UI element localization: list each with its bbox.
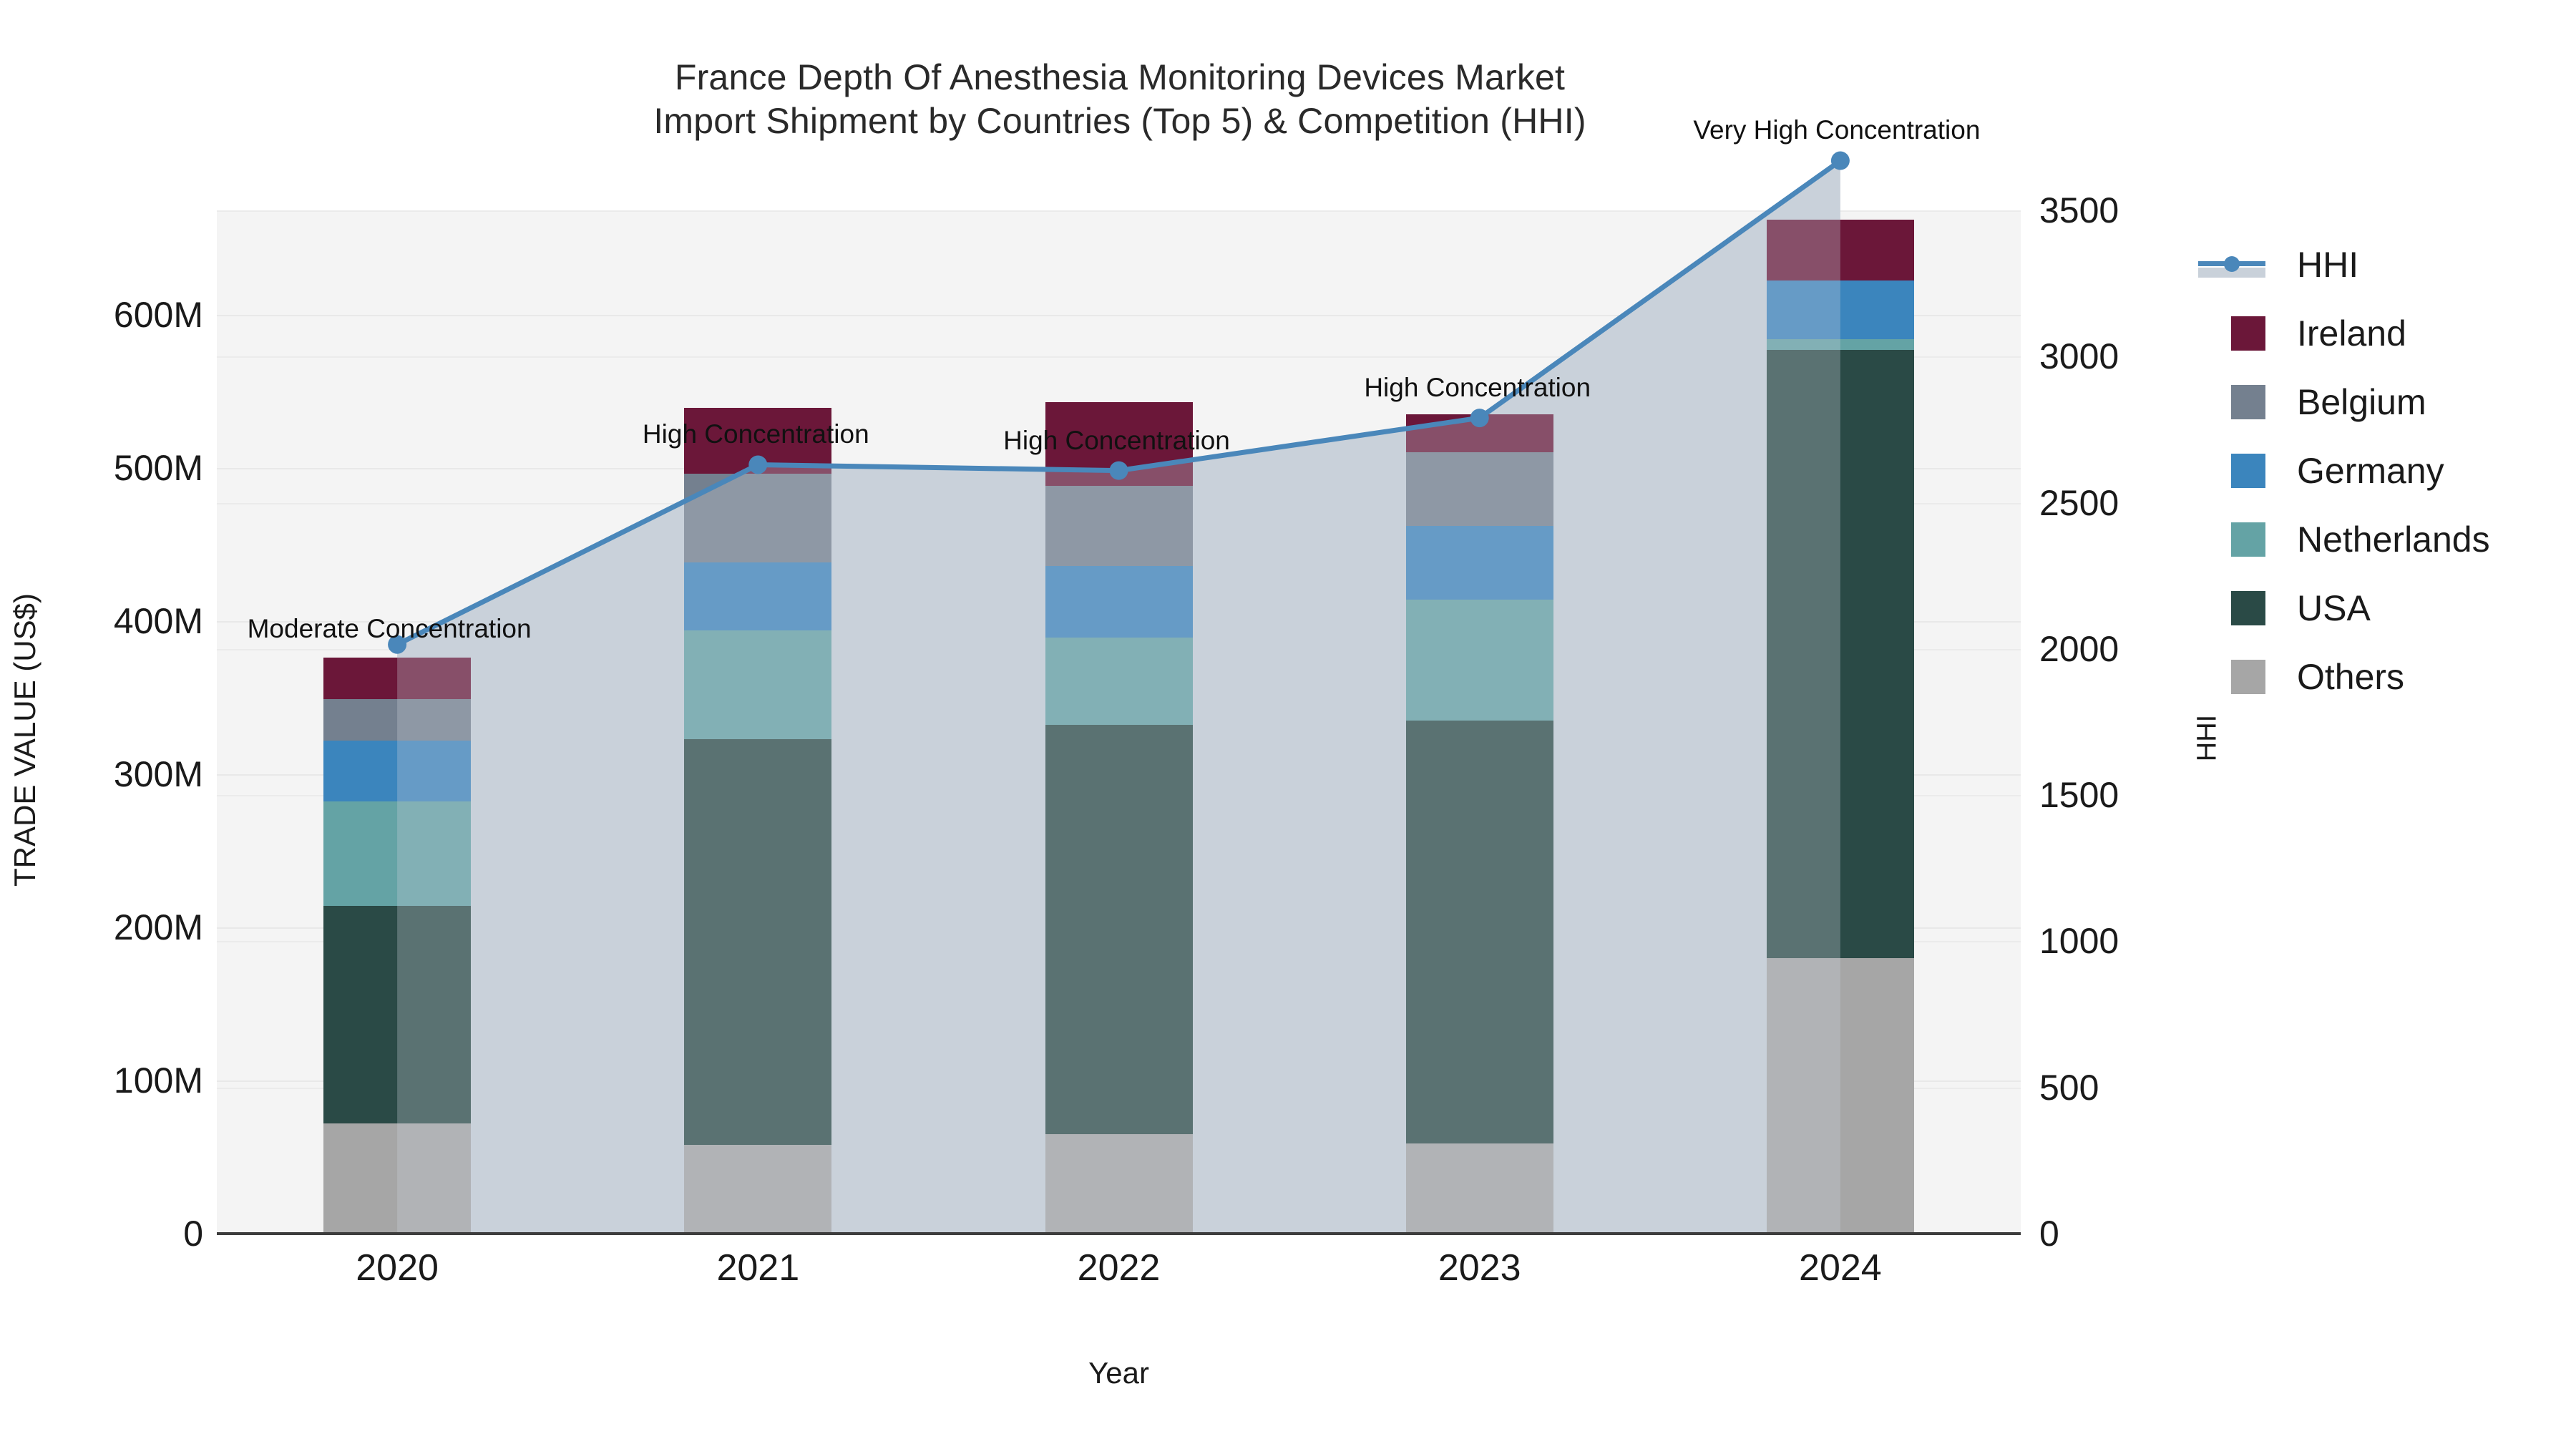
hhi-marker-2022[interactable] (1109, 461, 1128, 480)
gridline-right-3000 (217, 356, 2021, 358)
legend-label-ireland: Ireland (2297, 313, 2406, 353)
bar-segment-germany-2021[interactable] (684, 562, 832, 630)
hhi-area-overlay (397, 160, 1840, 1234)
x-axis-tick-label-2024: 2024 (1799, 1247, 1882, 1289)
hhi-marker-2021[interactable] (748, 455, 768, 474)
bar-segment-netherlands-2020[interactable] (323, 801, 472, 906)
bar-segment-netherlands-2024[interactable] (1766, 338, 1914, 350)
legend-label-usa: USA (2297, 588, 2371, 628)
bar-segment-netherlands-2023[interactable] (1405, 599, 1553, 721)
bar-stack-2020[interactable] (323, 210, 472, 1234)
bar-segment-germany-2022[interactable] (1045, 565, 1193, 638)
legend-swatch-others (2231, 660, 2265, 694)
bar-segment-usa-2020[interactable] (323, 905, 472, 1123)
legend-item-belgium[interactable]: Belgium (2215, 368, 2572, 436)
y-axis-left-tick-label: 500M (113, 447, 203, 488)
x-axis-line (217, 1232, 2021, 1235)
y-axis-right-tick-label: 0 (2039, 1214, 2059, 1254)
bar-segment-others-2023[interactable] (1405, 1143, 1553, 1234)
legend-swatch-netherlands (2231, 522, 2265, 557)
bar-segment-usa-2024[interactable] (1766, 349, 1914, 958)
bar-segment-others-2022[interactable] (1045, 1133, 1193, 1234)
bar-segment-belgium-2023[interactable] (1405, 452, 1553, 526)
legend-label-others: Others (2297, 657, 2405, 697)
y-axis-right-tick-label: 3500 (2039, 190, 2119, 230)
bar-stack-2021[interactable] (684, 210, 832, 1234)
legend-item-hhi[interactable]: HHI (2198, 230, 2572, 299)
bar-segment-belgium-2022[interactable] (1045, 486, 1193, 566)
bar-segment-netherlands-2022[interactable] (1045, 638, 1193, 726)
x-axis-tick-label-2023: 2023 (1438, 1247, 1521, 1289)
gridline-left-600M (217, 314, 2021, 316)
legend-item-usa[interactable]: USA (2215, 574, 2572, 643)
bar-stack-2022[interactable] (1045, 210, 1193, 1234)
y-axis-right-tick-label: 2000 (2039, 628, 2119, 669)
hhi-marker-2020[interactable] (388, 635, 407, 654)
legend-swatch-germany (2231, 454, 2265, 488)
annotation-2024: Very High Concentration (1693, 114, 1981, 145)
bar-segment-germany-2024[interactable] (1766, 280, 1914, 339)
legend-swatch-usa (2231, 591, 2265, 625)
legend-item-others[interactable]: Others (2215, 643, 2572, 711)
annotation-2023: High Concentration (1364, 373, 1591, 403)
legend-item-netherlands[interactable]: Netherlands (2215, 505, 2572, 574)
gridline-right-3500 (217, 210, 2021, 212)
bar-segment-others-2021[interactable] (684, 1144, 832, 1234)
bar-segment-netherlands-2021[interactable] (684, 630, 832, 739)
bar-segment-others-2020[interactable] (323, 1123, 472, 1234)
bar-segment-germany-2023[interactable] (1405, 526, 1553, 600)
bar-segment-ireland-2024[interactable] (1766, 219, 1914, 281)
hhi-marker-2024[interactable] (1830, 151, 1850, 170)
annotation-2022: High Concentration (1003, 425, 1230, 455)
x-axis-label: Year (1088, 1356, 1149, 1390)
legend-item-ireland[interactable]: Ireland (2215, 299, 2572, 368)
y-axis-right-tick-label: 2500 (2039, 482, 2119, 523)
hhi-line-layer (388, 151, 1850, 1234)
bar-segment-usa-2021[interactable] (684, 738, 832, 1145)
bar-segment-belgium-2020[interactable] (323, 698, 472, 741)
legend-label-netherlands: Netherlands (2297, 519, 2490, 560)
y-axis-left-tick-label: 0 (183, 1214, 203, 1254)
y-axis-left-label: TRADE VALUE (US$) (8, 593, 42, 887)
legend: HHI Ireland Belgium Germany Netherlands USA Ot… (2198, 230, 2572, 711)
legend-label-belgium: Belgium (2297, 382, 2426, 422)
y-axis-left-tick-label: 100M (113, 1060, 203, 1101)
annotation-2020: Moderate Concentration (247, 613, 532, 643)
annotation-2021: High Concentration (642, 419, 869, 449)
y-axis-left-tick-label: 200M (113, 907, 203, 947)
y-axis-left-tick-label: 600M (113, 294, 203, 335)
y-axis-right-tick-label: 1500 (2039, 775, 2119, 816)
x-axis-tick-label-2020: 2020 (356, 1247, 439, 1289)
legend-label-germany: Germany (2297, 451, 2444, 491)
y-axis-left-tick-label: 300M (113, 753, 203, 794)
plot-area (217, 151, 2021, 1234)
bar-stack-2023[interactable] (1405, 210, 1553, 1234)
bar-segment-germany-2020[interactable] (323, 740, 472, 802)
y-axis-right-tick-label: 1000 (2039, 921, 2119, 962)
y-axis-right-tick-label: 500 (2039, 1067, 2099, 1108)
x-axis-tick-label-2021: 2021 (716, 1247, 800, 1289)
bar-segment-usa-2023[interactable] (1405, 720, 1553, 1143)
x-axis-tick-label-2022: 2022 (1077, 1247, 1161, 1289)
legend-swatch-ireland (2231, 316, 2265, 351)
bar-stack-2024[interactable] (1766, 210, 1914, 1234)
y-axis-right-tick-label: 3000 (2039, 336, 2119, 377)
legend-label-hhi: HHI (2297, 245, 2359, 285)
bar-segment-others-2024[interactable] (1766, 957, 1914, 1234)
legend-item-germany[interactable]: Germany (2215, 436, 2572, 505)
bar-segment-usa-2022[interactable] (1045, 725, 1193, 1134)
legend-swatch-belgium (2231, 385, 2265, 419)
chart-title: France Depth Of Anesthesia Monitoring De… (653, 57, 1586, 141)
hhi-marker-2023[interactable] (1470, 409, 1489, 428)
bar-segment-ireland-2020[interactable] (323, 658, 472, 699)
y-axis-left-tick-label: 400M (113, 600, 203, 641)
legend-line-icon (2198, 248, 2265, 282)
